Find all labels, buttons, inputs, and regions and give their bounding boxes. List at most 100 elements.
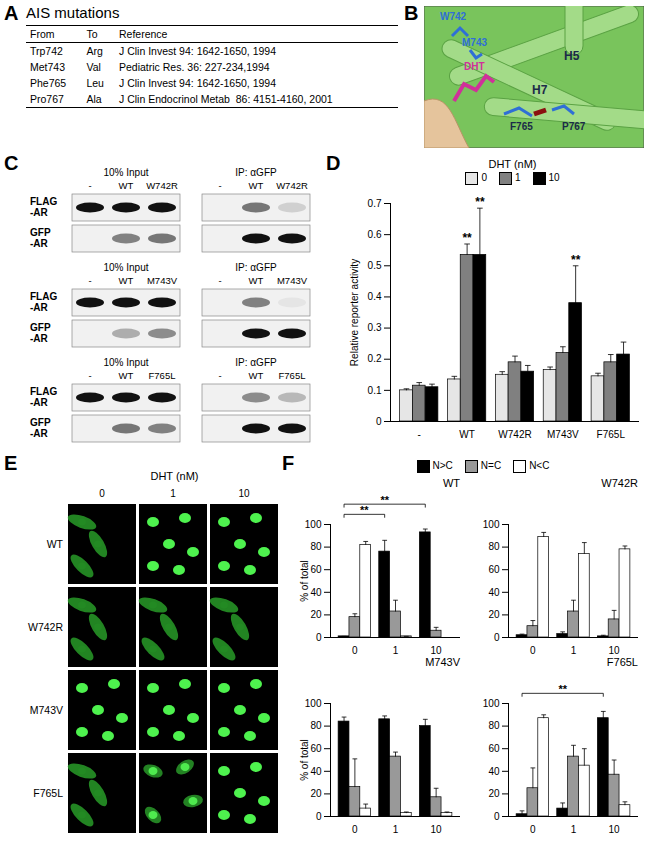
svg-text:20: 20 xyxy=(488,788,500,799)
svg-text:H5: H5 xyxy=(564,49,580,63)
svg-text:DHT (nM): DHT (nM) xyxy=(150,470,198,482)
svg-text:10% Input: 10% Input xyxy=(103,357,148,368)
svg-text:F765L: F765L xyxy=(597,429,626,440)
svg-text:WT: WT xyxy=(119,275,134,286)
svg-text:W742R: W742R xyxy=(28,621,63,633)
svg-text:-AR: -AR xyxy=(30,333,49,344)
svg-text:WT: WT xyxy=(47,538,64,550)
svg-text:-: - xyxy=(218,180,221,191)
svg-text:-AR: -AR xyxy=(30,207,49,218)
svg-text:-: - xyxy=(88,180,91,191)
svg-text:1: 1 xyxy=(571,645,577,656)
svg-text:M743V: M743V xyxy=(30,704,63,716)
svg-text:IP: αGFP: IP: αGFP xyxy=(235,262,277,273)
svg-text:**: ** xyxy=(571,253,581,267)
svg-text:0: 0 xyxy=(530,824,536,835)
svg-text:10: 10 xyxy=(609,824,621,835)
svg-text:DHT: DHT xyxy=(464,61,485,72)
svg-text:WT: WT xyxy=(249,275,264,286)
svg-text:-AR: -AR xyxy=(30,302,49,313)
svg-text:WT: WT xyxy=(249,180,264,191)
svg-text:0.5: 0.5 xyxy=(368,260,382,271)
svg-text:0.7: 0.7 xyxy=(368,198,382,209)
svg-text:0: 0 xyxy=(352,645,358,656)
svg-text:40: 40 xyxy=(488,766,500,777)
svg-text:GFP: GFP xyxy=(30,227,51,238)
svg-text:10: 10 xyxy=(238,488,250,499)
svg-text:20: 20 xyxy=(488,609,500,620)
svg-text:H7: H7 xyxy=(532,83,548,97)
svg-text:M743: M743 xyxy=(462,37,487,48)
svg-text:1: 1 xyxy=(393,645,399,656)
svg-text:10: 10 xyxy=(431,645,443,656)
svg-text:0.3: 0.3 xyxy=(368,322,382,333)
svg-text:100: 100 xyxy=(305,698,322,709)
svg-text:80: 80 xyxy=(310,541,322,552)
svg-text:**: ** xyxy=(462,231,472,245)
svg-text:0: 0 xyxy=(352,824,358,835)
svg-text:WT: WT xyxy=(119,180,134,191)
svg-text:0.6: 0.6 xyxy=(368,229,382,240)
svg-text:F765L: F765L xyxy=(149,370,176,381)
svg-text:80: 80 xyxy=(488,541,500,552)
svg-text:40: 40 xyxy=(310,587,322,598)
svg-text:80: 80 xyxy=(488,720,500,731)
svg-text:100: 100 xyxy=(483,698,500,709)
svg-text:-: - xyxy=(88,275,91,286)
svg-text:Relative reporter activity: Relative reporter activity xyxy=(349,259,360,366)
svg-text:60: 60 xyxy=(488,564,500,575)
svg-text:**: ** xyxy=(475,195,485,209)
svg-text:-: - xyxy=(218,370,221,381)
svg-text:FLAG: FLAG xyxy=(30,386,57,397)
svg-text:0.1: 0.1 xyxy=(368,385,382,396)
svg-text:10: 10 xyxy=(609,645,621,656)
svg-text:-: - xyxy=(218,275,221,286)
svg-text:F765L: F765L xyxy=(279,370,306,381)
svg-text:FLAG: FLAG xyxy=(30,196,57,207)
svg-text:W742: W742 xyxy=(440,11,467,22)
svg-text:20: 20 xyxy=(310,609,322,620)
svg-text:1: 1 xyxy=(170,488,176,499)
svg-text:WT: WT xyxy=(459,429,475,440)
svg-text:60: 60 xyxy=(310,564,322,575)
svg-text:IP: αGFP: IP: αGFP xyxy=(235,357,277,368)
svg-text:0: 0 xyxy=(494,632,500,643)
svg-text:100: 100 xyxy=(305,519,322,530)
svg-text:40: 40 xyxy=(488,587,500,598)
svg-text:% of total: % of total xyxy=(299,560,310,602)
svg-text:-: - xyxy=(88,370,91,381)
svg-text:-AR: -AR xyxy=(30,238,49,249)
svg-text:P767: P767 xyxy=(562,121,586,132)
svg-text:0: 0 xyxy=(316,632,322,643)
svg-text:F765L: F765L xyxy=(33,787,63,799)
svg-text:0: 0 xyxy=(494,811,500,822)
svg-text:80: 80 xyxy=(310,720,322,731)
svg-text:10% Input: 10% Input xyxy=(103,167,148,178)
svg-text:-: - xyxy=(418,429,421,440)
svg-text:F765: F765 xyxy=(510,121,533,132)
svg-text:100: 100 xyxy=(483,519,500,530)
svg-text:10% Input: 10% Input xyxy=(103,262,148,273)
svg-text:60: 60 xyxy=(488,743,500,754)
svg-text:**: ** xyxy=(360,504,369,516)
svg-text:WT: WT xyxy=(249,370,264,381)
svg-text:% of total: % of total xyxy=(299,739,310,781)
svg-text:0: 0 xyxy=(316,811,322,822)
svg-text:-AR: -AR xyxy=(30,397,49,408)
svg-text:1: 1 xyxy=(571,824,577,835)
svg-text:60: 60 xyxy=(310,743,322,754)
svg-text:IP: αGFP: IP: αGFP xyxy=(235,167,277,178)
svg-text:GFP: GFP xyxy=(30,417,51,428)
svg-text:**: ** xyxy=(380,494,389,506)
svg-text:0: 0 xyxy=(99,488,105,499)
svg-text:20: 20 xyxy=(310,788,322,799)
svg-text:0: 0 xyxy=(376,416,382,427)
svg-text:0: 0 xyxy=(530,645,536,656)
svg-text:0.4: 0.4 xyxy=(368,291,382,302)
svg-text:40: 40 xyxy=(310,766,322,777)
svg-text:W742R: W742R xyxy=(276,180,308,191)
svg-text:W742R: W742R xyxy=(498,429,531,440)
svg-text:M743V: M743V xyxy=(147,275,178,286)
svg-text:**: ** xyxy=(558,683,567,695)
svg-text:M743V: M743V xyxy=(277,275,308,286)
